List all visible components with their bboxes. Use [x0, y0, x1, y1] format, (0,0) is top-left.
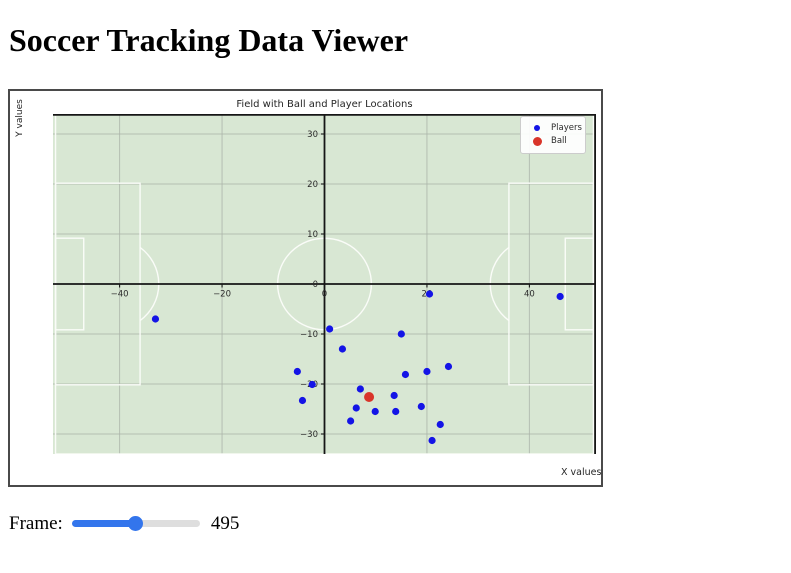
- plot-legend: Players Ball: [520, 115, 586, 154]
- ball-point: [364, 391, 375, 402]
- player-point: [556, 292, 564, 300]
- data-points: [151, 290, 564, 444]
- player-point: [347, 417, 355, 425]
- player-point: [338, 345, 347, 353]
- legend-label-players: Players: [551, 123, 582, 134]
- frame-slider[interactable]: [71, 520, 200, 528]
- y-tick-label: 10: [307, 230, 318, 240]
- player-point: [397, 330, 405, 338]
- x-tick-label: −20: [213, 289, 231, 299]
- player-point: [371, 407, 379, 415]
- y-tick-label: 30: [307, 130, 318, 140]
- player-point: [352, 404, 360, 412]
- player-point: [423, 367, 431, 375]
- x-tick-label: 40: [524, 289, 535, 299]
- tick-marks: [119, 133, 530, 435]
- player-point: [417, 402, 425, 410]
- legend-item-ball: Ball: [527, 135, 579, 148]
- player-point: [428, 436, 436, 444]
- figure-panel: Field with Ball and Player Locations Y v…: [8, 88, 603, 487]
- frame-control-row: Frame: 495: [9, 513, 783, 535]
- y-tick-label: −30: [300, 430, 318, 440]
- player-point: [436, 420, 444, 428]
- player-point: [444, 362, 453, 370]
- player-point: [293, 367, 301, 375]
- players-legend-marker-icon: [534, 125, 540, 132]
- player-point: [401, 370, 410, 378]
- x-tick-label: 0: [322, 289, 327, 299]
- frame-label: Frame:: [9, 512, 63, 534]
- player-point: [151, 315, 160, 323]
- player-point: [308, 380, 316, 388]
- player-point: [392, 407, 400, 415]
- legend-label-ball: Ball: [551, 136, 567, 147]
- y-axis-label: Y values: [15, 98, 25, 137]
- frame-value: 495: [210, 512, 240, 534]
- app-title: Soccer Tracking Data Viewer: [9, 22, 409, 58]
- x-tick-label: −40: [111, 289, 129, 299]
- y-tick-label: −10: [300, 330, 318, 340]
- plot-title: Field with Ball and Player Locations: [236, 98, 413, 110]
- player-point: [326, 325, 334, 333]
- ball-legend-marker-icon: [532, 136, 542, 146]
- x-axis-label: X values: [561, 466, 602, 478]
- player-point: [390, 391, 398, 399]
- player-point: [298, 396, 307, 404]
- y-tick-label: 20: [307, 180, 318, 190]
- pitch-scatter-plot: −40−20020403020100−10−20−30: [53, 113, 596, 454]
- legend-item-players: Players: [527, 122, 582, 135]
- y-tick-label: 0: [313, 280, 318, 290]
- player-point: [356, 385, 364, 393]
- player-point: [425, 290, 434, 298]
